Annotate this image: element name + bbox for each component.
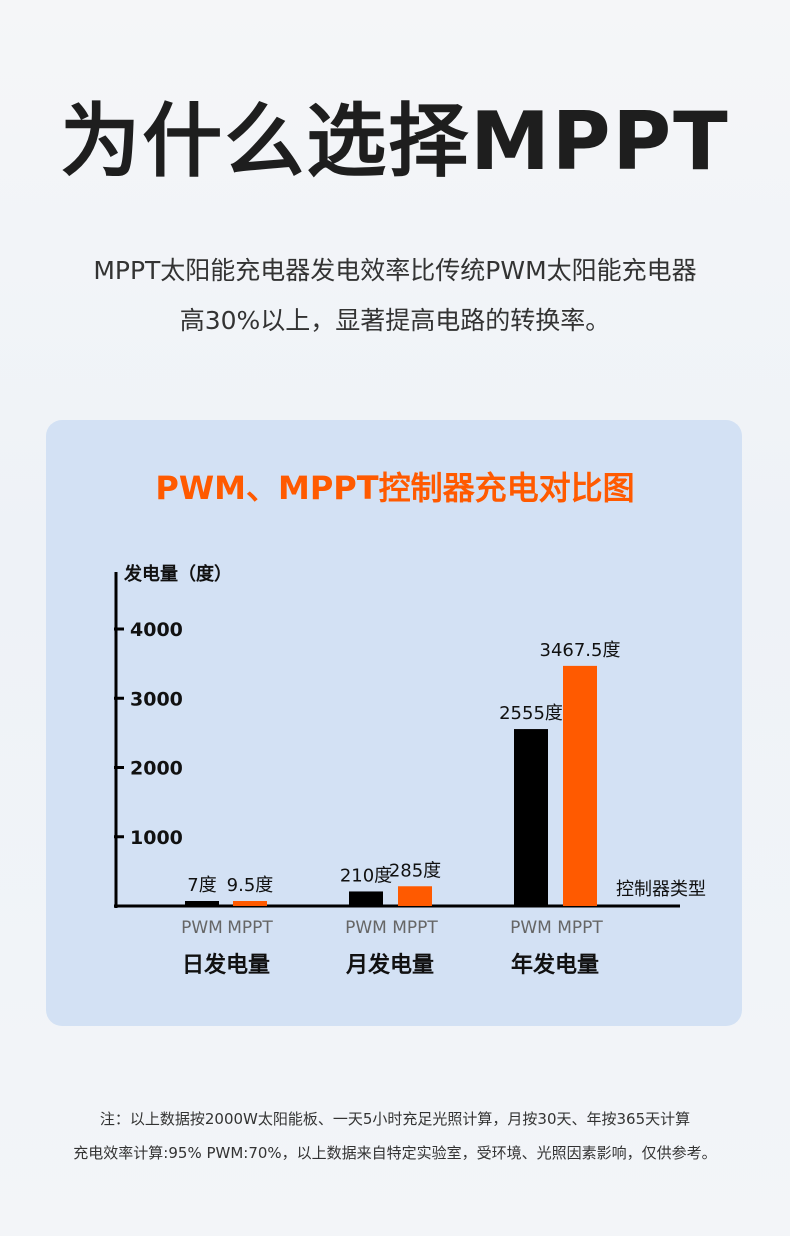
bar-series-label: PWM xyxy=(181,918,223,938)
intro-line-2: 高30%以上，显著提高电路的转换率。 xyxy=(179,306,611,335)
bar-series-label: MPPT xyxy=(392,918,438,938)
bar-pwm xyxy=(185,901,219,906)
bar-mppt xyxy=(398,886,432,906)
category-label: 年发电量 xyxy=(511,952,599,978)
bar-series-label: MPPT xyxy=(227,918,273,938)
bar-pwm xyxy=(514,729,548,906)
y-tick-label: 2000 xyxy=(130,758,183,780)
bar-data-label: 285度 xyxy=(389,860,441,881)
bar-series-label: PWM xyxy=(345,918,387,938)
y-tick-label: 1000 xyxy=(130,827,183,849)
chart-title: PWM、MPPT控制器充电对比图 xyxy=(155,469,635,507)
category-label: 月发电量 xyxy=(345,952,434,978)
bar-data-label: 7度 xyxy=(187,875,216,896)
page-headline: 为什么选择MPPT xyxy=(60,95,730,188)
bar-data-label: 2555度 xyxy=(499,703,563,724)
bar-series-label: MPPT xyxy=(557,918,603,938)
bar-data-label: 210度 xyxy=(340,865,392,886)
y-tick-label: 4000 xyxy=(130,619,183,641)
bar-pwm xyxy=(349,891,383,906)
y-tick-label: 3000 xyxy=(130,688,183,710)
bar-data-label: 9.5度 xyxy=(227,875,274,896)
x-axis-label: 控制器类型 xyxy=(616,879,706,900)
footnote-line-2: 充电效率计算:95% PWM:70%，以上数据来自特定实验室，受环境、光照因素影… xyxy=(73,1144,717,1162)
intro-text: MPPT太阳能充电器发电效率比传统PWM太阳能充电器 高30%以上，显著提高电路… xyxy=(0,246,790,346)
bar-mppt xyxy=(233,901,267,906)
chart-panel xyxy=(46,420,742,1026)
footnote-line-1: 注：以上数据按2000W太阳能板、一天5小时充足光照计算，月按30天、年按365… xyxy=(99,1110,691,1128)
y-axis-label: 发电量（度） xyxy=(123,563,232,585)
bar-data-label: 3467.5度 xyxy=(540,640,621,661)
category-label: 日发电量 xyxy=(182,952,270,978)
bar-mppt xyxy=(563,665,597,906)
bar-series-label: PWM xyxy=(510,918,552,938)
intro-line-1: MPPT太阳能充电器发电效率比传统PWM太阳能充电器 xyxy=(93,256,697,285)
